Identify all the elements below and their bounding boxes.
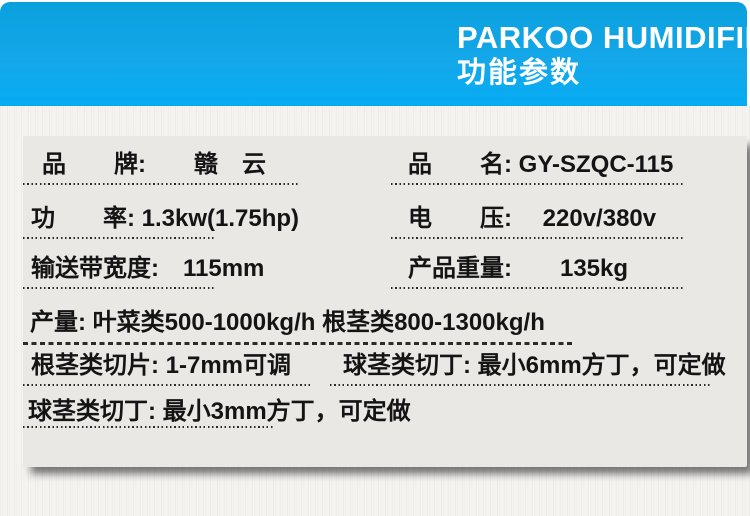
spec-card: 品 牌: 赣 云 品 名: GY-SZQC-115 功 率: 1.3kw(1.7… (23, 136, 747, 467)
spec-power: 功 率: 1.3kw(1.75hp) (23, 204, 299, 239)
spec-bulb-dice-3mm: 球茎类切丁: 最小3mm方丁，可定做 (23, 397, 411, 428)
spec-root-slice: 根茎类切片: 1-7mm可调 (23, 351, 310, 386)
spec-brand: 品 牌: 赣 云 (23, 150, 300, 185)
header-banner: PARKOO HUMIDIFIER 功能参数 (0, 2, 750, 106)
spec-output: 产量: 叶菜类500-1000kg/h 根茎类800-1300kg/h (23, 308, 574, 345)
spec-product-name: 品 名: GY-SZQC-115 (391, 150, 683, 185)
banner-title-en: PARKOO HUMIDIFIER (457, 20, 750, 55)
banner-title: PARKOO HUMIDIFIER 功能参数 (457, 20, 750, 89)
page-background: 品 牌: 赣 云 品 名: GY-SZQC-115 功 率: 1.3kw(1.7… (0, 106, 750, 516)
spec-bulb-dice-6mm: 球茎类切丁: 最小6mm方丁，可定做 (330, 351, 726, 386)
spec-belt-width: 输送带宽度: 115mm (23, 254, 264, 289)
banner-title-zh: 功能参数 (457, 56, 582, 89)
spec-voltage: 电 压: 220v/380v (391, 204, 683, 239)
spec-weight: 产品重量: 135kg (391, 254, 683, 289)
